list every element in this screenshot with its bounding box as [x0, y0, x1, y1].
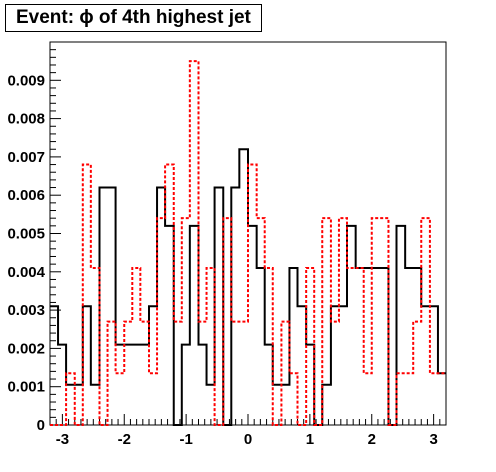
x-tick-label: 2: [368, 431, 376, 448]
y-tick-label: 0.003: [7, 302, 45, 319]
x-tick-label: -3: [56, 431, 69, 448]
x-tick-label: -2: [118, 431, 131, 448]
x-tick-label: 0: [244, 431, 252, 448]
chart-title: Event: ϕ of 4th highest jet: [16, 7, 251, 28]
y-tick-label: 0: [37, 417, 45, 434]
y-tick-label: 0.004: [7, 264, 45, 281]
chart-title-box: Event: ϕ of 4th highest jet: [5, 4, 262, 32]
x-tick-label: 1: [306, 431, 314, 448]
x-tick-label: 3: [429, 431, 437, 448]
y-tick-label: 0.005: [7, 226, 45, 243]
y-tick-label: 0.008: [7, 111, 45, 128]
plot-frame: [49, 41, 447, 426]
y-tick-label: 0.002: [7, 340, 45, 357]
y-tick-label: 0.001: [7, 379, 45, 396]
histogram-series-red: [50, 60, 446, 426]
y-tick-label: 0.009: [7, 72, 45, 89]
histogram-series-black: [50, 148, 446, 426]
y-tick-label: 0.007: [7, 149, 45, 166]
y-tick-label: 0.006: [7, 187, 45, 204]
x-tick-label: -1: [179, 431, 192, 448]
